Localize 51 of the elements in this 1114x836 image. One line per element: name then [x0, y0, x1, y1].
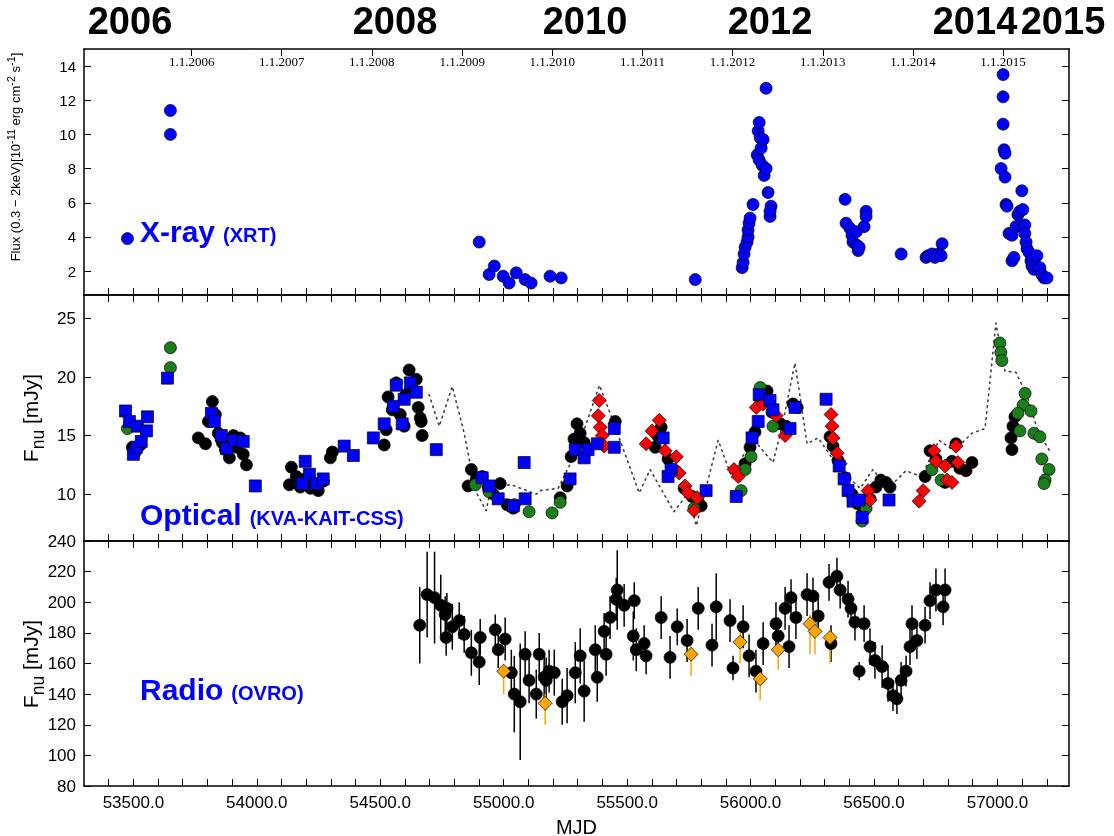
- x-tick-label: 55000.0: [472, 793, 535, 812]
- y-tick-label: 15: [57, 426, 76, 446]
- x2-tick-label: 1.1.2009: [439, 54, 485, 69]
- x2-tick-label: 1.1.2010: [529, 54, 576, 69]
- x-tick-label: 54500.0: [349, 793, 411, 812]
- x-tick-label: 54000.0: [226, 793, 288, 812]
- y-tick-label: 120: [47, 715, 76, 735]
- y-tick-label: 8: [67, 160, 76, 178]
- y-tick-label: 6: [67, 194, 76, 212]
- y-tick-label: 4: [67, 228, 76, 246]
- x2-tick-label: 1.1.2014: [890, 54, 937, 69]
- annotation: (XRT): [223, 224, 277, 246]
- annotation: (OVRO): [231, 682, 304, 704]
- y-tick-label: 180: [47, 623, 76, 643]
- text: 2006: [87, 0, 173, 43]
- x2-tick-label: 1.1.2012: [709, 54, 756, 69]
- annotation: Radio: [140, 673, 224, 706]
- y-tick-label: 12: [59, 91, 76, 109]
- text: 2012: [727, 0, 813, 43]
- annotation: X-ray: [140, 215, 216, 248]
- annotation: (KVA-KAIT-CSS): [249, 507, 404, 529]
- x2-tick-label: 1.1.2015: [980, 54, 1026, 69]
- x2-tick-label: 1.1.2007: [258, 54, 305, 69]
- x-tick-label: 57000.0: [966, 793, 1029, 812]
- y-tick-label: 240: [47, 531, 76, 551]
- y-tick-label: 10: [57, 484, 76, 504]
- text: 2010: [542, 0, 628, 43]
- text: 2008: [352, 0, 438, 43]
- y-tick-label: 220: [47, 562, 76, 582]
- x-tick-label: 56500.0: [843, 793, 905, 812]
- y-tick-label: 10: [59, 125, 76, 143]
- x2-tick-label: 1.1.2008: [349, 54, 395, 69]
- x2-tick-label: 1.1.2006: [168, 54, 215, 69]
- x2-tick-label: 1.1.2013: [800, 54, 846, 69]
- y-tick-label: 20: [57, 367, 76, 387]
- y-tick-label: 140: [47, 684, 76, 704]
- annotation: Optical: [140, 498, 242, 531]
- y-tick-label: 2: [67, 262, 76, 280]
- text: 2014: [932, 0, 1018, 43]
- x-tick-label: 53500.0: [102, 793, 165, 812]
- x-tick-label: 55500.0: [596, 793, 658, 812]
- y-tick-label: 80: [57, 776, 76, 796]
- y-tick-label: 25: [57, 308, 76, 328]
- y-tick-label: 160: [47, 654, 76, 673]
- text: 2015: [1020, 0, 1106, 43]
- y-tick-label: 200: [47, 592, 76, 612]
- y-tick-label: 100: [47, 745, 76, 765]
- y-tick-label: 14: [59, 57, 76, 75]
- x2-tick-label: 1.1.2011: [619, 54, 665, 69]
- x-tick-label: 56000.0: [719, 793, 782, 812]
- x-axis-title: MJD: [555, 816, 598, 836]
